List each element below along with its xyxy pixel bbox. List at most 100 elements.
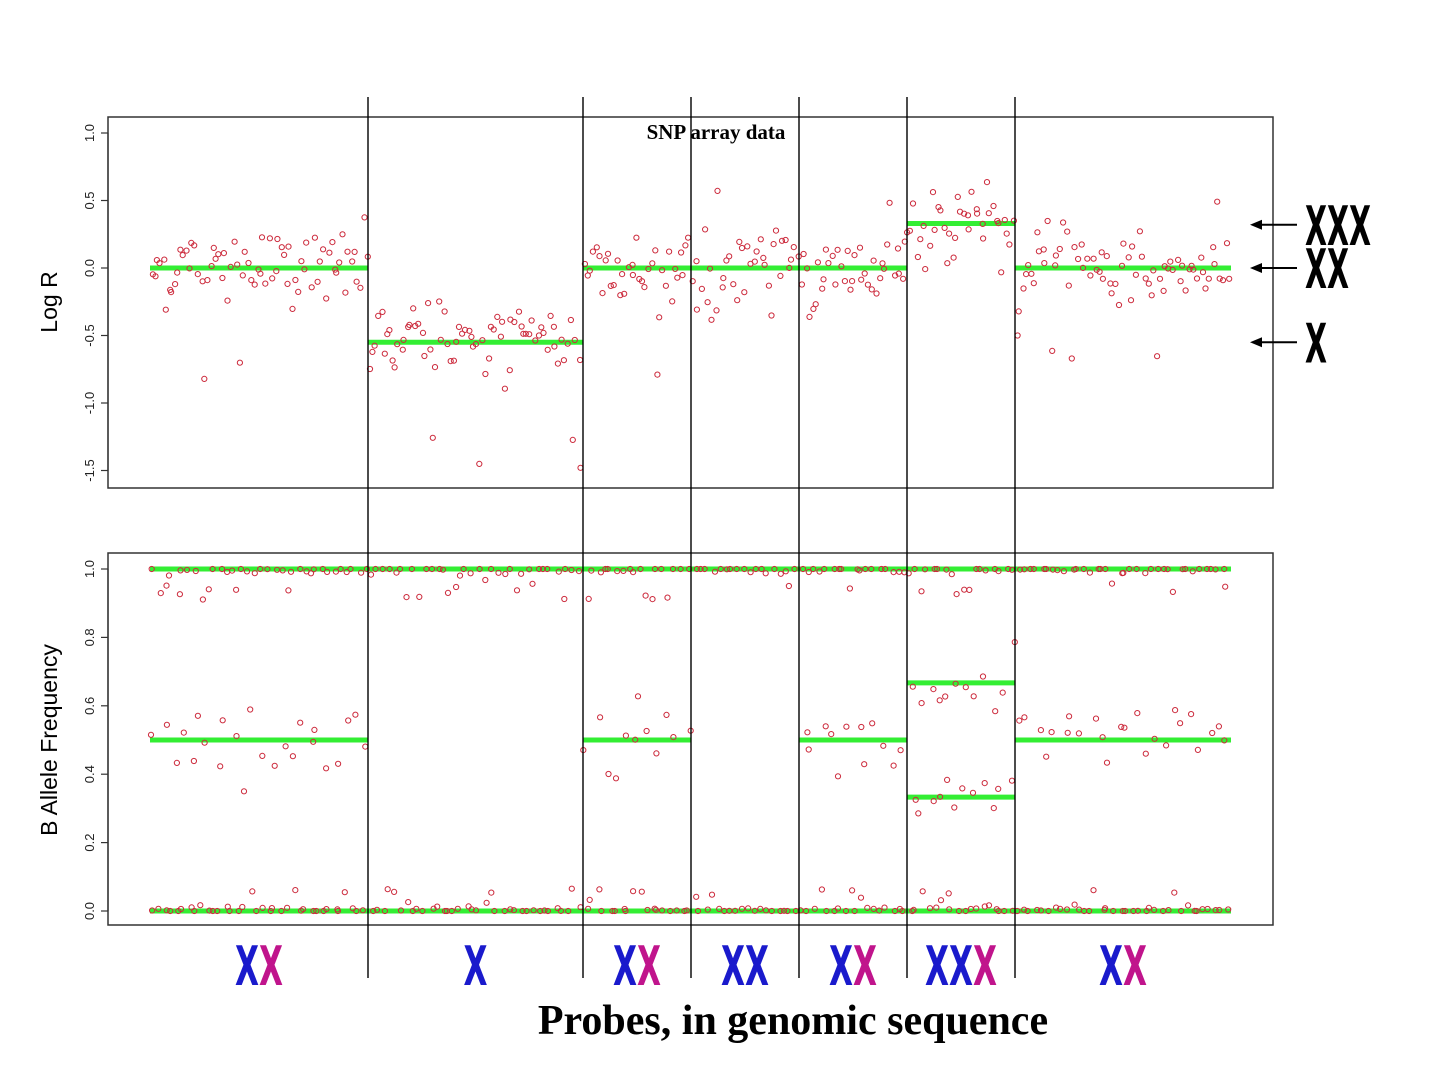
logr-point (760, 254, 767, 261)
baf-point (539, 565, 547, 573)
logr-point (535, 332, 543, 339)
logr-point (693, 306, 701, 313)
logr-point (577, 356, 584, 364)
baf-point (693, 893, 700, 900)
logr-point (251, 281, 258, 288)
baf-point (310, 738, 317, 745)
baf-point (201, 739, 208, 746)
logr-point (339, 231, 346, 238)
baf-point (609, 907, 616, 915)
baf-point (1212, 566, 1219, 573)
logr-point (486, 355, 493, 362)
baf-point (278, 907, 285, 915)
logr-point (400, 336, 407, 343)
baf-point (745, 905, 752, 912)
baf-point (1037, 727, 1045, 734)
logr-point (336, 259, 343, 266)
baf-point (596, 886, 603, 893)
baf-point (343, 568, 350, 576)
baf-point (834, 905, 842, 912)
logr-point (998, 269, 1005, 276)
y-tick-label: 0.2 (82, 834, 97, 852)
baf-point (502, 570, 509, 578)
baf-point (1110, 907, 1117, 915)
baf-y-axis-label: B Allele Frequency (36, 644, 62, 836)
baf-point (586, 896, 593, 904)
logr-point (289, 305, 296, 312)
logr-point (1068, 355, 1075, 362)
y-tick-label: 0.0 (82, 902, 97, 920)
baf-point (1188, 711, 1195, 718)
logr-point (1148, 292, 1155, 299)
logr-point (633, 234, 640, 241)
baf-point (297, 719, 304, 726)
y-tick-label: 0.5 (82, 191, 97, 209)
baf-point (319, 565, 326, 573)
baf-point (259, 752, 266, 760)
baf-point (1142, 750, 1149, 757)
baf-point (1193, 907, 1200, 915)
logr-point (461, 326, 469, 333)
logr-point (946, 230, 953, 237)
logr-plot-title: SNP array data (647, 120, 786, 144)
baf-point (810, 565, 817, 573)
baf-point (173, 759, 180, 767)
baf-point (1053, 904, 1060, 911)
logr-point (736, 238, 743, 245)
logr-point (596, 253, 603, 260)
logr-point (564, 340, 571, 347)
logr-point (231, 238, 238, 245)
logr-point (1202, 285, 1209, 292)
x-axis-label: Probes, in genomic sequence (538, 998, 1048, 1044)
logr-point (1087, 272, 1094, 279)
y-tick-label: 0.0 (82, 259, 97, 277)
logr-point (1226, 275, 1233, 282)
logr-point (204, 277, 211, 284)
logr-point (641, 284, 648, 291)
baf-point (444, 589, 452, 597)
baf-point (218, 565, 226, 573)
baf-point (1042, 565, 1050, 573)
baf-point (165, 572, 173, 579)
logr-point (342, 289, 349, 296)
logr-point (1049, 347, 1056, 354)
baf-point (362, 743, 369, 750)
baf-point (235, 907, 242, 915)
baf-point (726, 907, 733, 914)
logr-point (649, 260, 656, 267)
segment-label: X (464, 935, 488, 998)
logr-point (220, 250, 227, 257)
logr-y-axis-label: Log R (36, 271, 62, 332)
baf-point (911, 565, 918, 573)
baf-point (501, 907, 508, 915)
baf-point (909, 683, 916, 690)
baf-point (811, 905, 818, 912)
baf-point (191, 907, 198, 915)
baf-point (912, 796, 919, 803)
chromosome-letter: X (464, 935, 488, 998)
baf-point (268, 905, 275, 912)
baf-point (467, 570, 474, 577)
logr-point (468, 333, 475, 340)
logr-point (234, 261, 241, 268)
logr-point (593, 244, 600, 251)
logr-point (858, 276, 865, 283)
logr-point (554, 360, 562, 367)
baf-point (926, 905, 934, 912)
logr-point (1107, 280, 1114, 287)
baf-point (386, 565, 393, 573)
logr-point (877, 275, 884, 282)
baf-point (226, 907, 233, 915)
baf-point (1177, 720, 1184, 727)
baf-point (711, 568, 719, 575)
logr-point (560, 357, 568, 364)
baf-point (1021, 906, 1028, 913)
baf-point (206, 907, 213, 914)
baf-point (1122, 907, 1129, 915)
logr-point (1138, 253, 1146, 260)
baf-point (585, 595, 592, 603)
logr-point (194, 271, 201, 278)
logr-point (617, 292, 624, 299)
logr-point (526, 331, 533, 338)
logr-point (1108, 290, 1115, 297)
